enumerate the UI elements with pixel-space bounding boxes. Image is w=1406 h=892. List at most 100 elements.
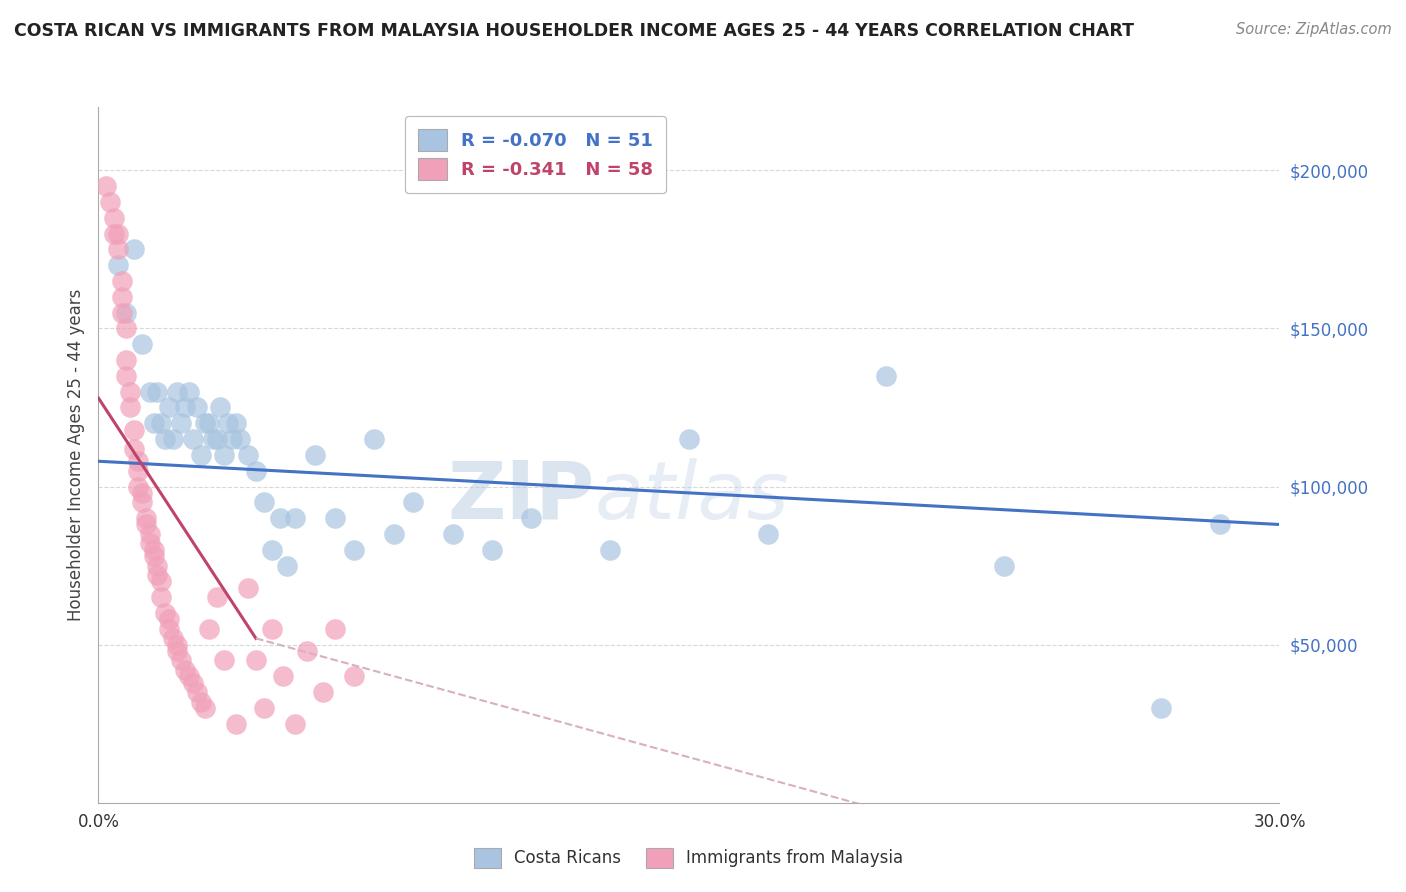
Point bbox=[599, 542, 621, 557]
Point bbox=[146, 568, 169, 582]
Point bbox=[162, 432, 184, 446]
Point bbox=[402, 495, 425, 509]
Point bbox=[1150, 701, 1173, 715]
Point bbox=[177, 384, 200, 399]
Point bbox=[174, 401, 197, 415]
Point bbox=[236, 448, 259, 462]
Point bbox=[170, 417, 193, 431]
Text: COSTA RICAN VS IMMIGRANTS FROM MALAYSIA HOUSEHOLDER INCOME AGES 25 - 44 YEARS CO: COSTA RICAN VS IMMIGRANTS FROM MALAYSIA … bbox=[14, 22, 1135, 40]
Point bbox=[284, 716, 307, 731]
Point bbox=[197, 622, 219, 636]
Point bbox=[217, 417, 239, 431]
Point bbox=[273, 669, 295, 683]
Point bbox=[295, 644, 318, 658]
Point bbox=[127, 479, 149, 493]
Y-axis label: Householder Income Ages 25 - 44 years: Householder Income Ages 25 - 44 years bbox=[66, 289, 84, 621]
Point bbox=[221, 432, 243, 446]
Point bbox=[115, 321, 138, 335]
Point bbox=[194, 701, 217, 715]
Point bbox=[197, 417, 219, 431]
Point bbox=[225, 417, 247, 431]
Point bbox=[115, 368, 138, 383]
Point bbox=[304, 448, 326, 462]
Point bbox=[214, 653, 236, 667]
Point bbox=[260, 622, 283, 636]
Point bbox=[174, 663, 197, 677]
Point bbox=[678, 432, 700, 446]
Point bbox=[107, 258, 129, 272]
Point bbox=[150, 417, 173, 431]
Point bbox=[323, 622, 346, 636]
Point bbox=[122, 243, 145, 257]
Point bbox=[127, 464, 149, 478]
Point bbox=[170, 653, 193, 667]
Point bbox=[312, 685, 335, 699]
Text: Source: ZipAtlas.com: Source: ZipAtlas.com bbox=[1236, 22, 1392, 37]
Point bbox=[131, 337, 153, 351]
Point bbox=[253, 701, 276, 715]
Point bbox=[115, 305, 138, 319]
Point bbox=[142, 542, 165, 557]
Legend: Costa Ricans, Immigrants from Malaysia: Costa Ricans, Immigrants from Malaysia bbox=[468, 841, 910, 875]
Point bbox=[236, 581, 259, 595]
Point bbox=[131, 495, 153, 509]
Point bbox=[135, 517, 157, 532]
Point bbox=[138, 384, 160, 399]
Point bbox=[441, 527, 464, 541]
Point bbox=[186, 685, 208, 699]
Point bbox=[115, 353, 138, 368]
Point bbox=[146, 558, 169, 573]
Point bbox=[157, 401, 180, 415]
Point bbox=[481, 542, 503, 557]
Point bbox=[276, 558, 298, 573]
Point bbox=[118, 384, 141, 399]
Point bbox=[205, 432, 228, 446]
Point bbox=[209, 401, 232, 415]
Point bbox=[520, 511, 543, 525]
Point bbox=[253, 495, 276, 509]
Point bbox=[166, 384, 188, 399]
Legend: R = -0.070   N = 51, R = -0.341   N = 58: R = -0.070 N = 51, R = -0.341 N = 58 bbox=[405, 116, 665, 193]
Point bbox=[131, 486, 153, 500]
Point bbox=[118, 401, 141, 415]
Point bbox=[107, 227, 129, 241]
Point bbox=[260, 542, 283, 557]
Point bbox=[363, 432, 385, 446]
Point bbox=[245, 653, 267, 667]
Point bbox=[150, 591, 173, 605]
Point bbox=[127, 454, 149, 468]
Point bbox=[382, 527, 405, 541]
Point bbox=[225, 716, 247, 731]
Point bbox=[181, 675, 204, 690]
Point bbox=[201, 432, 224, 446]
Point bbox=[135, 511, 157, 525]
Point bbox=[205, 591, 228, 605]
Point bbox=[214, 448, 236, 462]
Point bbox=[146, 384, 169, 399]
Point bbox=[111, 290, 134, 304]
Point bbox=[142, 417, 165, 431]
Point bbox=[111, 305, 134, 319]
Point bbox=[269, 511, 291, 525]
Point bbox=[190, 448, 212, 462]
Point bbox=[190, 695, 212, 709]
Point bbox=[138, 536, 160, 550]
Point bbox=[343, 542, 366, 557]
Point bbox=[157, 622, 180, 636]
Point bbox=[229, 432, 252, 446]
Point bbox=[323, 511, 346, 525]
Point bbox=[875, 368, 897, 383]
Point bbox=[103, 227, 125, 241]
Point bbox=[186, 401, 208, 415]
Point bbox=[343, 669, 366, 683]
Point bbox=[98, 194, 121, 209]
Point bbox=[122, 442, 145, 456]
Point bbox=[284, 511, 307, 525]
Point bbox=[993, 558, 1015, 573]
Point bbox=[166, 644, 188, 658]
Point bbox=[150, 574, 173, 589]
Point bbox=[111, 274, 134, 288]
Point bbox=[142, 549, 165, 563]
Point bbox=[122, 423, 145, 437]
Point bbox=[181, 432, 204, 446]
